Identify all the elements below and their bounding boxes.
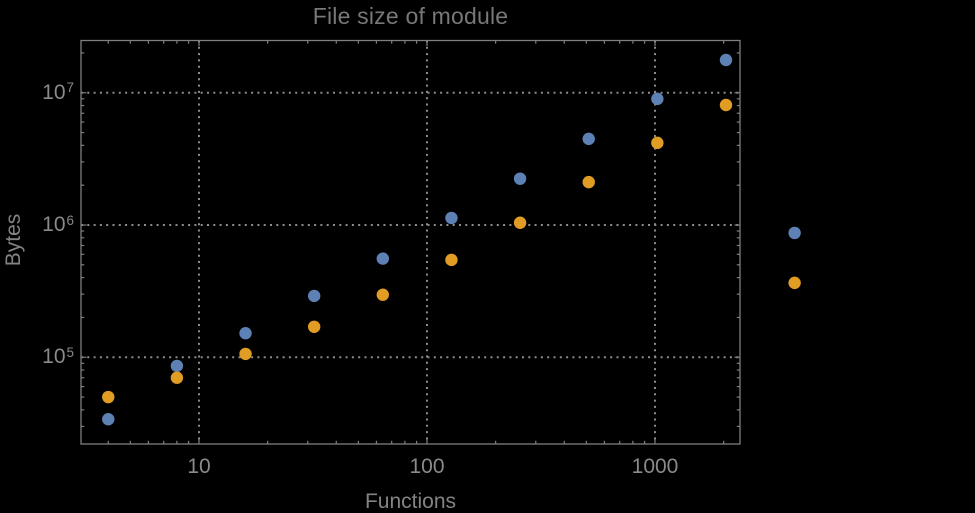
data-point-orange-x16 [239, 347, 252, 361]
data-point-orange-x4096 [788, 276, 801, 290]
data-point-blue-x2048 [719, 53, 733, 67]
y-tick-label-10^6: 106 [42, 212, 74, 236]
x-tick-label-100: 100 [409, 455, 445, 478]
data-point-blue-x1024 [651, 92, 664, 106]
data-point-blue-x256 [513, 172, 527, 185]
y-tick-label-10^7: 107 [42, 80, 74, 104]
x-tick-label-1000: 1000 [631, 455, 679, 478]
data-point-blue-x4 [102, 413, 115, 426]
data-point-blue-x64 [376, 252, 390, 265]
x-axis-title: Functions [364, 490, 457, 513]
data-point-orange-x256 [513, 216, 527, 229]
data-point-orange-x128 [445, 253, 458, 267]
data-point-orange-x1024 [651, 136, 664, 150]
x-tick-label-10: 10 [187, 455, 211, 478]
plot-frame [80, 39, 741, 445]
plot-title: File size of module [312, 3, 509, 29]
data-point-orange-x64 [376, 288, 390, 301]
data-point-blue-x8 [170, 359, 184, 373]
data-point-orange-x512 [582, 175, 595, 189]
data-point-orange-x8 [170, 371, 184, 384]
data-point-orange-x4 [102, 390, 115, 404]
data-point-blue-x128 [445, 211, 458, 225]
data-point-blue-x4096 [788, 226, 801, 240]
data-point-blue-x32 [307, 289, 321, 303]
data-point-blue-x512 [582, 132, 595, 146]
data-point-orange-x2048 [719, 98, 733, 112]
y-tick-label-10^5: 105 [42, 344, 74, 369]
data-point-orange-x32 [307, 320, 321, 333]
data-point-blue-x16 [239, 327, 252, 340]
